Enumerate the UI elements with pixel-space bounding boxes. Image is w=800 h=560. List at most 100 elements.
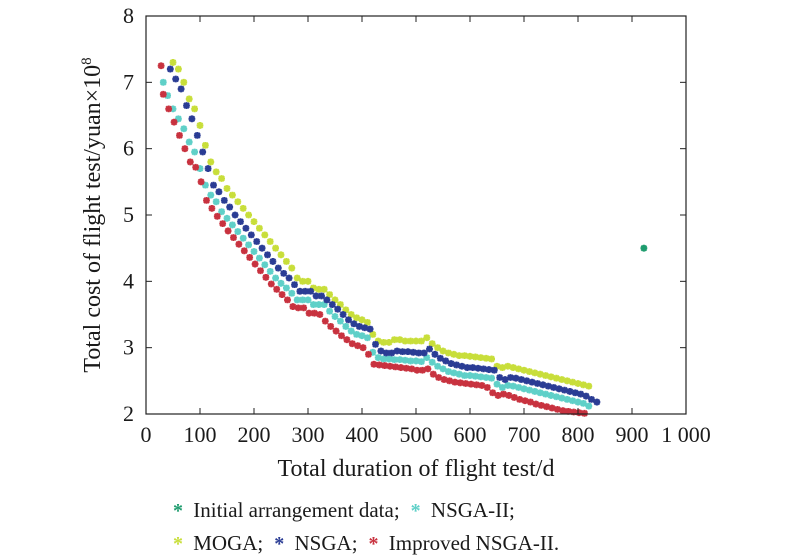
data-point [181,145,189,153]
data-point [293,274,301,282]
data-point [550,384,558,391]
series-initial-arrangement-data [640,244,648,252]
data-point [193,132,201,139]
data-point [370,360,378,368]
data-point [332,327,340,335]
data-point [485,366,493,373]
data-point [274,264,282,272]
data-point [434,362,441,370]
data-point [488,355,495,363]
chart-svg: 0 100 200 300 400 500 600 700 800 900 1 000 2 3 4 5 6 7… [79,3,711,482]
data-point [493,380,501,388]
data-point [338,332,345,340]
x-tick-label: 500 [400,422,433,447]
data-point [419,366,426,374]
data-point [461,372,468,379]
y-tick-label: 5 [123,202,134,227]
data-point [347,311,355,318]
x-axis: 0 100 200 300 400 500 600 700 800 900 1 000 [141,16,711,447]
data-point [393,347,401,355]
data-point [539,381,547,389]
data-point [527,398,534,406]
data-point [253,238,261,245]
data-point [315,301,323,308]
data-point [348,340,356,348]
data-point [463,364,471,371]
data-point [526,386,533,394]
data-point [218,175,225,182]
data-point [170,118,178,126]
data-point [210,181,217,189]
data-point [490,366,498,374]
data-point [500,390,507,398]
data-point [364,319,371,326]
data-point [343,336,351,344]
legend-marker-icon: * [173,500,183,522]
data-point [197,178,205,186]
series-nsga-ii [159,78,593,410]
legend-marker-icon: * [173,533,183,555]
data-point [307,287,315,295]
y-tick-label: 2 [123,401,134,426]
data-point [316,311,324,318]
data-point [510,394,518,401]
data-point [512,374,520,382]
legend-row: * MOGA; * NSGA; * Improved NSGA-II. [168,527,728,560]
data-point [496,374,504,381]
data-point [501,376,509,383]
data-point [310,301,317,308]
data-point [372,340,379,348]
data-point [458,362,466,370]
data-point [327,323,335,330]
data-point [392,363,399,371]
data-point [450,369,458,377]
data-point [165,105,173,113]
data-point [558,394,566,402]
data-point [288,264,296,272]
data-point [401,337,409,345]
data-point [547,373,555,381]
data-point [240,247,248,255]
data-point [262,273,270,281]
data-point [166,65,174,73]
data-point [528,378,536,386]
data-point [285,274,293,282]
legend-item: * Initial arrangement data; [168,494,400,527]
data-point [175,65,182,73]
data-point [431,350,439,358]
legend-label: NSGA-II; [425,498,515,522]
data-point [388,349,396,357]
data-point [326,307,333,315]
data-point [543,403,551,411]
legend-item: * Improved NSGA-II. [364,527,560,560]
data-point [320,301,328,308]
data-point [548,404,556,412]
x-tick-label: 400 [346,422,379,447]
data-point [207,191,215,199]
legend-marker-icon: * [274,533,285,555]
data-point [219,220,227,228]
data-point [555,385,563,393]
x-tick-label: 900 [616,422,649,447]
y-tick-label: 4 [123,268,134,293]
data-point [261,261,269,269]
data-point [326,291,333,298]
data-point [440,376,448,383]
data-point [446,377,453,385]
data-point [310,284,317,292]
data-point [382,349,390,357]
data-point [188,115,196,123]
data-point [428,340,436,348]
data-point [399,348,406,356]
data-point [239,204,247,212]
data-point [180,78,188,86]
legend-row: * Initial arrangement data; * NSGA-II; [168,494,728,527]
data-point [175,115,182,123]
y-axis-title-superscript: 8 [79,57,95,65]
data-point [563,396,571,403]
legend-marker-icon: * [410,500,421,522]
data-point [488,374,495,382]
data-point [374,337,382,345]
data-point [172,75,180,83]
data-point [291,281,298,289]
